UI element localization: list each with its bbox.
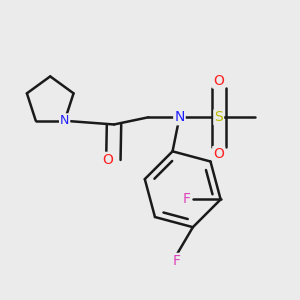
Text: O: O xyxy=(213,74,224,88)
Text: F: F xyxy=(172,254,181,268)
Text: S: S xyxy=(214,110,223,124)
Text: N: N xyxy=(60,114,69,127)
Text: O: O xyxy=(213,147,224,161)
Text: F: F xyxy=(182,192,190,206)
Text: O: O xyxy=(102,153,113,167)
Text: N: N xyxy=(174,110,184,124)
